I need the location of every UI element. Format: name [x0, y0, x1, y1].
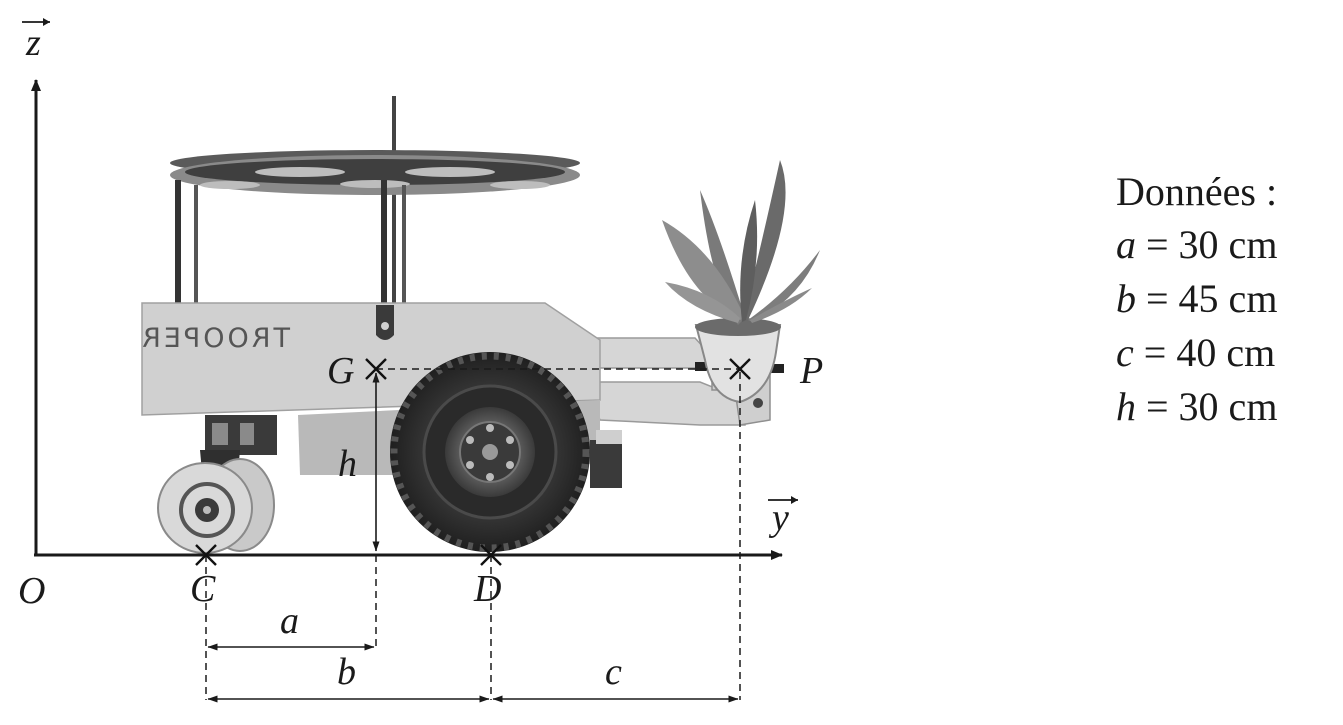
data-line-c: c = 40 cm	[1116, 330, 1275, 375]
point-C-label: C	[190, 568, 216, 610]
dimension-a-label: a	[280, 600, 299, 642]
z-axis-label: z	[25, 22, 41, 64]
point-markers	[195, 358, 751, 566]
point-G-marker	[365, 358, 387, 380]
data-line-h-value: = 30 cm	[1136, 384, 1277, 429]
data-line-b-value: = 45 cm	[1136, 276, 1277, 321]
axes: z y O	[18, 18, 798, 612]
point-D-marker	[480, 544, 502, 566]
dimension-c-label: c	[605, 651, 622, 693]
data-panel: Données : a = 30 cm b = 45 cm c = 40 cm …	[1116, 169, 1277, 429]
robot-caster-wheel	[157, 415, 277, 554]
point-G-label: G	[327, 350, 354, 392]
robot-post	[175, 180, 181, 306]
data-line-a-symbol: a	[1116, 222, 1136, 267]
data-line-b: b = 45 cm	[1116, 276, 1277, 321]
point-C-marker	[195, 544, 217, 566]
z-vector-arrow	[22, 18, 50, 26]
robot-drive-wheel	[390, 352, 590, 552]
data-line-c-value: = 40 cm	[1134, 330, 1275, 375]
reference-lines	[205, 368, 741, 700]
data-line-c-symbol: c	[1116, 330, 1134, 375]
data-line-a: a = 30 cm	[1116, 222, 1277, 267]
origin-label: O	[18, 570, 45, 612]
point-P-label: P	[799, 350, 823, 392]
data-line-a-value: = 30 cm	[1136, 222, 1277, 267]
dimension-h-label: h	[338, 443, 357, 485]
point-D-label: D	[473, 568, 501, 610]
data-panel-title: Données :	[1116, 169, 1277, 214]
dimension-labels: h a b c	[280, 443, 622, 693]
robot-brand-label: TROOPER	[139, 323, 291, 354]
data-line-h-symbol: h	[1116, 384, 1136, 429]
robot-illustration: TROOPER	[139, 96, 820, 554]
dimension-b-label: b	[337, 651, 356, 693]
point-labels: G P C D	[190, 350, 823, 610]
data-line-b-symbol: b	[1116, 276, 1136, 321]
robot-post	[381, 180, 387, 306]
y-vector-arrow	[768, 496, 798, 504]
data-line-h: h = 30 cm	[1116, 384, 1277, 429]
point-P-marker	[729, 358, 751, 380]
robot-post	[402, 185, 406, 305]
plant-pot	[662, 160, 820, 404]
y-axis-label: y	[768, 497, 789, 539]
robot-post	[194, 185, 198, 305]
dimension-arrows	[207, 372, 739, 703]
robot-top-tray	[170, 150, 580, 195]
